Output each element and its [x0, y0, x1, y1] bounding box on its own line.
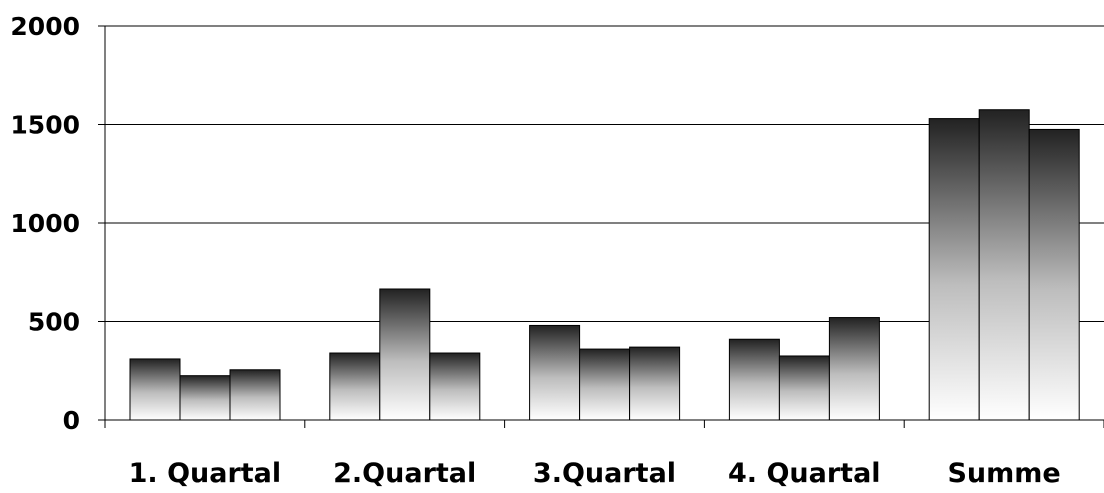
bar	[379, 288, 431, 421]
bars	[129, 109, 1080, 421]
x-category-label: Summe	[947, 458, 1060, 489]
bar	[728, 338, 780, 421]
bar	[229, 369, 281, 421]
y-tick-label: 1000	[10, 209, 80, 238]
bar	[828, 317, 880, 421]
x-category-label: 1. Quartal	[129, 458, 282, 489]
y-tick-label: 2000	[10, 12, 80, 41]
bar	[329, 352, 381, 421]
bar	[429, 352, 481, 421]
bar	[179, 375, 231, 421]
bar	[579, 348, 631, 421]
x-category-label: 4. Quartal	[728, 458, 881, 489]
y-tick-label: 1500	[10, 111, 80, 140]
bar	[778, 355, 830, 421]
x-category-label: 2.Quartal	[333, 458, 476, 489]
y-tick-label: 500	[28, 308, 80, 337]
bar	[629, 346, 681, 421]
bar	[529, 324, 581, 421]
bar	[978, 109, 1030, 421]
x-category-label: 3.Quartal	[533, 458, 676, 489]
y-tick-label: 0	[63, 406, 80, 435]
axes	[98, 25, 1104, 428]
bar	[928, 118, 980, 421]
bar	[1028, 128, 1080, 421]
y-tick-labels: 0 500 1000 1500 2000	[10, 12, 80, 435]
bar	[129, 358, 181, 421]
x-category-labels: 1. Quartal 2.Quartal 3.Quartal 4. Quarta…	[129, 458, 1061, 489]
